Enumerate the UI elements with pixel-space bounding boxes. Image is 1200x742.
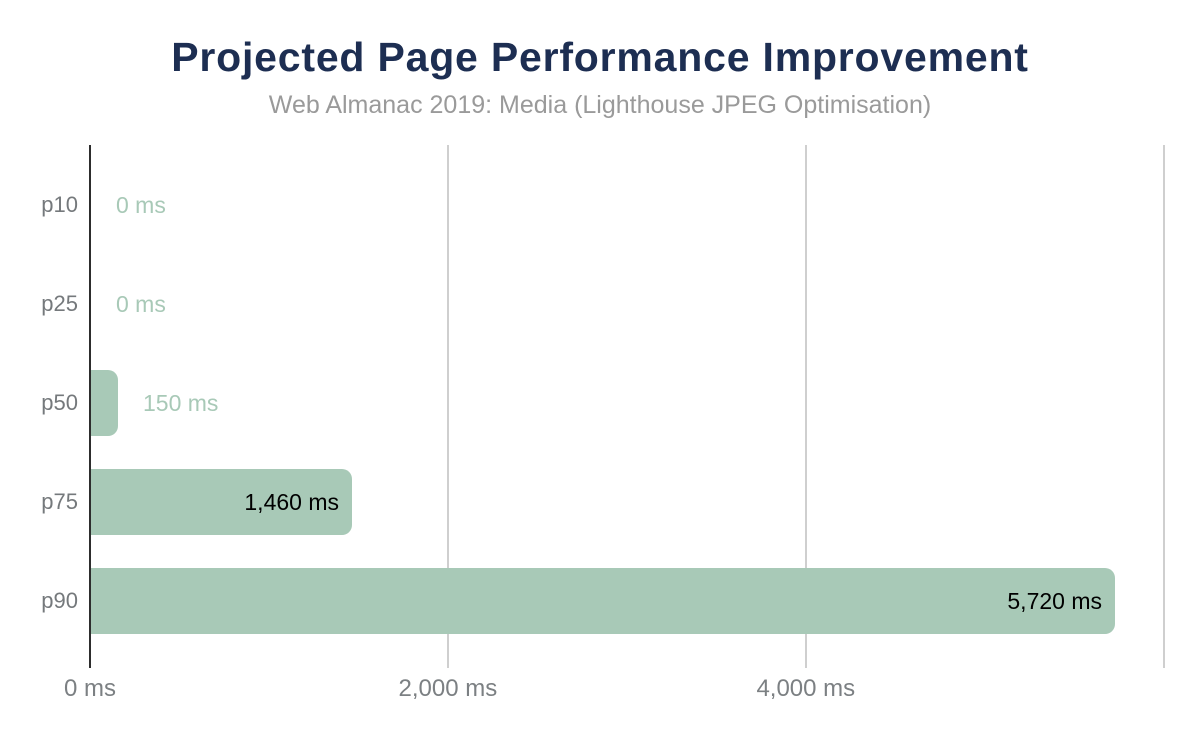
chart-title: Projected Page Performance Improvement (171, 34, 1029, 80)
value-label: 0 ms (116, 192, 166, 218)
x-tick-label: 4,000 ms (756, 675, 856, 702)
x-tick-label: 0 ms (63, 675, 117, 702)
category-label: p25 (41, 291, 78, 316)
chart-subtitle: Web Almanac 2019: Media (Lighthouse JPEG… (268, 91, 932, 119)
y-axis-line (89, 145, 91, 668)
x-tick-label: 2,000 ms (398, 675, 498, 702)
bar (91, 568, 1115, 634)
bar (91, 469, 352, 535)
value-label: 1,460 ms (244, 489, 339, 515)
category-label: p90 (41, 588, 78, 613)
bar (91, 370, 118, 436)
gridline (804, 145, 807, 668)
value-label: 150 ms (143, 390, 219, 416)
value-label: 0 ms (116, 291, 166, 317)
value-label: 5,720 ms (1007, 588, 1102, 614)
gridline (1162, 145, 1165, 668)
category-label: p10 (41, 192, 78, 217)
category-label: p50 (41, 390, 78, 415)
category-label: p75 (41, 489, 78, 514)
gridline (446, 145, 449, 668)
